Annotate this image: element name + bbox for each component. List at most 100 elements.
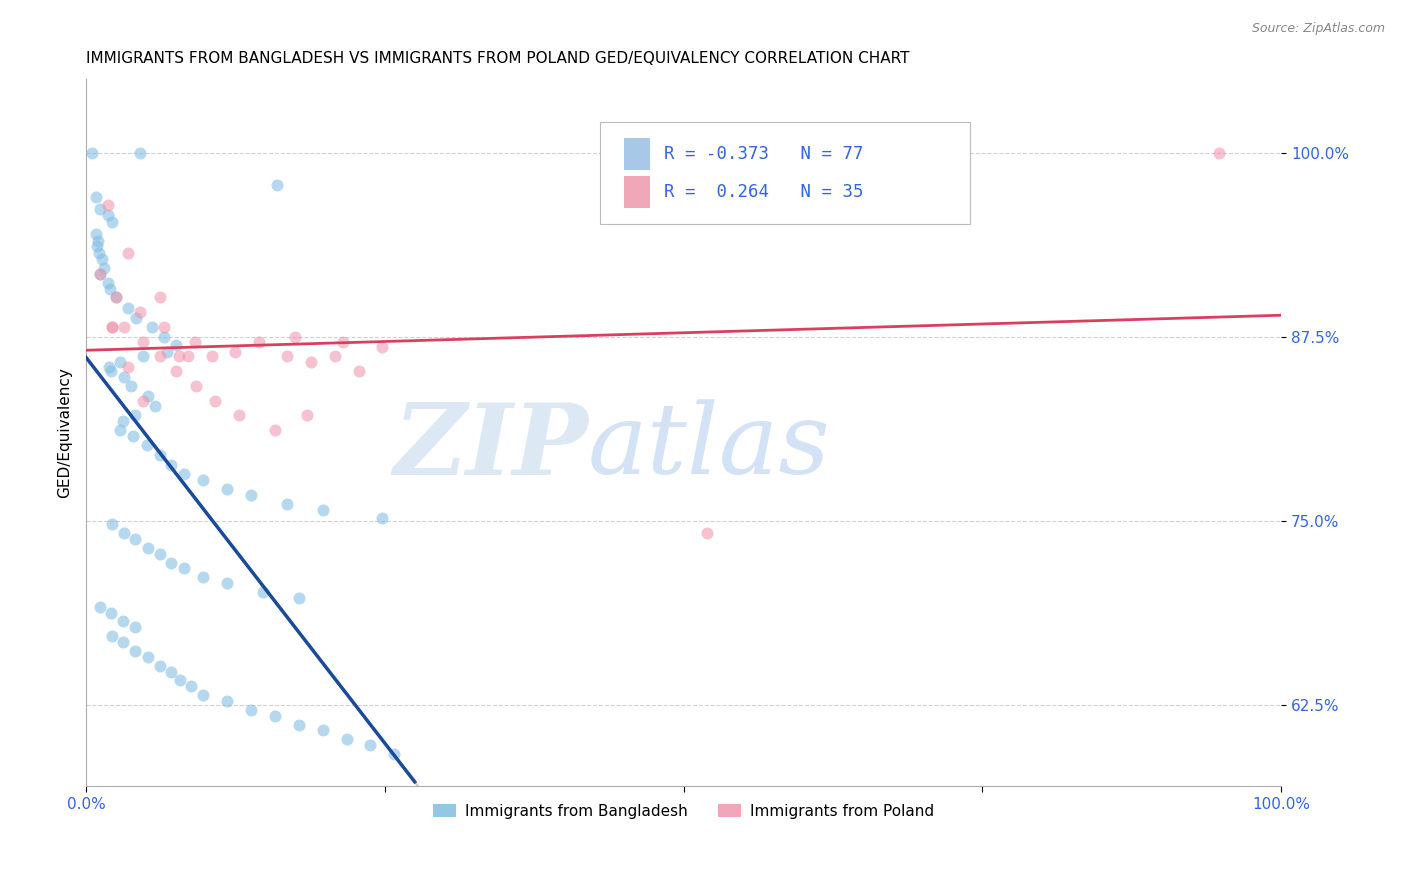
Point <box>112 370 135 384</box>
Point <box>276 497 298 511</box>
Point <box>165 337 187 351</box>
Point <box>112 635 135 649</box>
Point <box>217 482 239 496</box>
Point <box>193 688 215 702</box>
Text: Source: ZipAtlas.com: Source: ZipAtlas.com <box>1251 22 1385 36</box>
Point <box>108 355 131 369</box>
Point <box>101 517 124 532</box>
Point <box>1208 146 1230 161</box>
Point <box>124 644 146 658</box>
Point <box>112 615 135 629</box>
Point <box>89 599 111 614</box>
Bar <box>624 138 650 169</box>
Point <box>184 378 207 392</box>
Point <box>173 561 195 575</box>
Point <box>84 190 107 204</box>
Point <box>204 393 226 408</box>
Point <box>228 409 250 423</box>
Point <box>149 349 172 363</box>
Point <box>169 349 191 363</box>
Point <box>125 311 148 326</box>
Point <box>89 267 111 281</box>
Point <box>80 146 103 161</box>
Point <box>90 252 112 266</box>
Point <box>101 629 124 643</box>
Point <box>371 341 394 355</box>
Point <box>149 290 172 304</box>
Point <box>266 178 288 193</box>
Point <box>149 448 172 462</box>
Point <box>332 334 354 349</box>
Point <box>86 239 108 253</box>
Point <box>104 290 127 304</box>
Point <box>696 526 718 541</box>
Point <box>93 260 115 275</box>
Text: atlas: atlas <box>588 400 831 495</box>
Point <box>200 349 222 363</box>
Point <box>276 349 298 363</box>
Point <box>149 547 172 561</box>
Point <box>132 349 155 363</box>
Point <box>336 732 359 747</box>
Point <box>299 355 322 369</box>
Point <box>323 349 346 363</box>
Point <box>112 414 135 428</box>
Point <box>132 393 155 408</box>
Point <box>117 246 139 260</box>
Point <box>97 359 120 374</box>
Point <box>193 473 215 487</box>
Point <box>101 215 124 229</box>
Point <box>108 423 131 437</box>
Bar <box>624 177 650 208</box>
Point <box>100 364 122 378</box>
Point <box>149 658 172 673</box>
Point <box>312 502 335 516</box>
Legend: Immigrants from Bangladesh, Immigrants from Poland: Immigrants from Bangladesh, Immigrants f… <box>426 797 941 825</box>
Point <box>169 673 191 688</box>
Point <box>141 319 163 334</box>
Point <box>136 541 159 555</box>
Point <box>264 423 287 437</box>
Point <box>240 703 263 717</box>
Point <box>87 235 110 249</box>
Point <box>180 679 202 693</box>
Point <box>121 429 143 443</box>
Point <box>97 276 120 290</box>
Point <box>101 319 124 334</box>
Point <box>347 364 370 378</box>
Text: IMMIGRANTS FROM BANGLADESH VS IMMIGRANTS FROM POLAND GED/EQUIVALENCY CORRELATION: IMMIGRANTS FROM BANGLADESH VS IMMIGRANTS… <box>86 51 910 66</box>
Point <box>117 359 139 374</box>
Point <box>193 570 215 584</box>
Point <box>152 330 174 344</box>
Point <box>264 708 287 723</box>
Point <box>160 556 183 570</box>
Point <box>98 281 121 295</box>
Point <box>124 409 146 423</box>
Point <box>384 747 406 761</box>
Point <box>224 344 246 359</box>
Point <box>247 334 270 349</box>
Point <box>252 585 274 599</box>
Point <box>360 738 382 752</box>
Text: R = -0.373   N = 77: R = -0.373 N = 77 <box>665 145 863 163</box>
Point <box>112 526 135 541</box>
Point <box>100 606 122 620</box>
Y-axis label: GED/Equivalency: GED/Equivalency <box>58 368 72 499</box>
Point <box>104 290 127 304</box>
Point <box>84 227 107 241</box>
Point <box>124 532 146 546</box>
Point <box>132 334 155 349</box>
Point <box>240 488 263 502</box>
Point <box>124 620 146 634</box>
Point <box>176 349 198 363</box>
Point <box>145 400 167 414</box>
Text: ZIP: ZIP <box>394 399 588 495</box>
Point <box>89 267 111 281</box>
Point <box>117 301 139 315</box>
Point <box>160 665 183 679</box>
Point <box>217 694 239 708</box>
Point <box>128 305 150 319</box>
Point <box>184 334 207 349</box>
Point <box>217 576 239 591</box>
Point <box>173 467 195 482</box>
